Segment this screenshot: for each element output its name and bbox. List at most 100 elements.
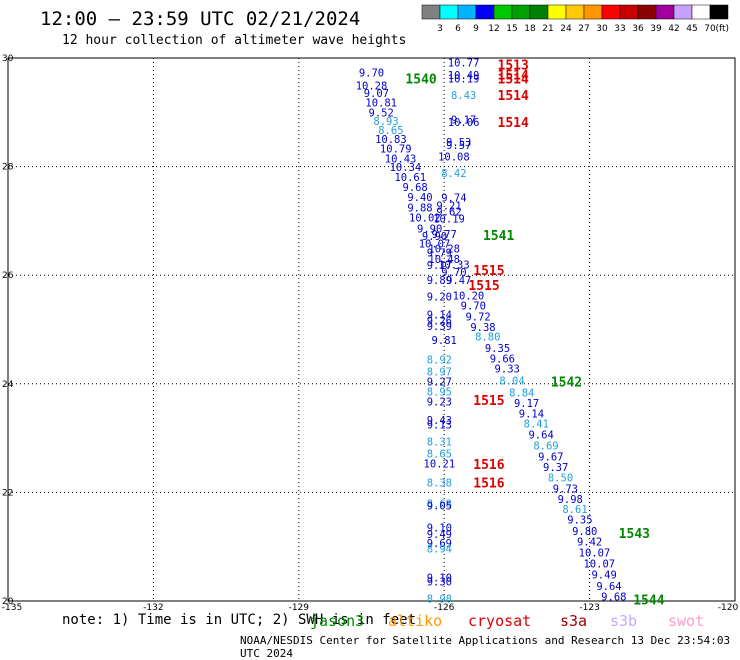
wave-height-value: 10.21 <box>424 459 456 471</box>
wave-height-value: 9.17 <box>451 114 476 126</box>
wave-height-value: 10.33 <box>438 259 470 271</box>
wave-height-value: 9.70 <box>359 68 384 80</box>
wave-height-value: 8.98 <box>427 593 452 605</box>
y-tick-label: 20 <box>2 597 14 607</box>
orbit-number: 1514 <box>498 73 529 88</box>
y-tick-label: 28 <box>2 163 14 173</box>
y-tick-label: 24 <box>2 380 14 390</box>
wave-height-value: 10.08 <box>438 151 470 163</box>
legend-tick: 21 <box>542 24 553 34</box>
mission-label-cryosat: cryosat <box>468 612 532 630</box>
legend-tick: 45 <box>686 24 697 34</box>
wave-height-value: 9.62 <box>436 207 461 219</box>
wave-height-value: 8.61 <box>562 504 587 516</box>
wave-height-value: 9.90 <box>417 224 442 236</box>
wave-height-value: 10.19 <box>448 74 480 86</box>
wave-height-value: 9.53 <box>446 137 471 149</box>
wave-height-value: 9.38 <box>470 322 495 334</box>
wave-height-value: 9.49 <box>427 529 452 541</box>
wave-height-value: 9.79 <box>427 247 452 259</box>
wave-height-value: 10.79 <box>380 144 412 156</box>
legend-tick: 27 <box>578 24 589 34</box>
x-tick-label: -123 <box>579 603 599 613</box>
orbit-number: 1516 <box>473 477 504 492</box>
wave-height-value: 8.42 <box>441 168 466 180</box>
wave-height-value: 9.21 <box>436 201 461 213</box>
wave-height-value: 9.67 <box>538 452 563 464</box>
wave-height-value: 9.23 <box>427 397 452 409</box>
wave-height-value: 9.72 <box>465 311 490 323</box>
wave-height-value: 8.68 <box>427 498 452 510</box>
wave-height-value: 9.35 <box>485 343 510 355</box>
x-tick-label: -126 <box>434 603 455 613</box>
wave-height-value: 9.14 <box>427 309 452 321</box>
orbit-number: 1542 <box>551 376 582 391</box>
legend-tick: 9 <box>473 24 479 34</box>
legend-tick: 70 <box>704 24 716 34</box>
x-tick-label: -129 <box>289 603 310 613</box>
wave-height-value: 9.17 <box>514 398 539 410</box>
wave-height-value: 9.35 <box>567 515 592 527</box>
wave-height-value: 9.70 <box>441 267 466 279</box>
orbit-number: 1515 <box>468 279 499 294</box>
wave-height-value: 9.13 <box>427 420 452 432</box>
wave-height-value: 9.43 <box>427 415 452 427</box>
y-tick-label: 22 <box>2 488 13 498</box>
mission-label-swot: swot <box>668 612 705 630</box>
legend-unit: (ft) <box>715 24 729 34</box>
legend-tick: 33 <box>614 24 625 34</box>
map-frame <box>7 57 736 602</box>
wave-height-value: 9.39 <box>427 321 452 333</box>
wave-height-value: 9.73 <box>553 484 578 496</box>
wave-height-value: 8.41 <box>524 418 549 430</box>
wave-height-value: 9.14 <box>519 409 544 421</box>
wave-height-value: 9.49 <box>591 569 616 581</box>
orbit-number: 1515 <box>473 394 504 409</box>
orbit-number: 1513 <box>498 59 529 74</box>
wave-height-value: 9.68 <box>402 182 427 194</box>
wave-height-value: 10.28 <box>428 244 460 256</box>
x-tick-label: -135 <box>2 603 22 613</box>
wave-height-value: 8.43 <box>451 90 476 102</box>
wave-height-value: 8.50 <box>548 473 573 485</box>
wave-height-value: 9.37 <box>543 462 568 474</box>
wave-height-value: 9.68 <box>601 592 626 604</box>
wave-height-value: 10.81 <box>365 98 397 110</box>
wave-height-value: 9.66 <box>490 353 515 365</box>
wave-height-value: 9.26 <box>427 315 452 327</box>
orbit-number: 1541 <box>483 229 514 244</box>
y-tick-label: 30 <box>2 54 14 64</box>
footer-credit: NOAA/NESDIS Center for Satellite Applica… <box>240 634 731 660</box>
wave-height-value: 8.38 <box>427 478 452 490</box>
wave-height-value: 10.06 <box>448 117 480 129</box>
wave-height-value: 8.80 <box>475 332 500 344</box>
wave-height-value: 9.30 <box>427 576 452 588</box>
mission-label-jason3: jason3 <box>310 612 365 630</box>
orbit-number: 1540 <box>405 73 436 88</box>
wave-height-value: 10.61 <box>394 172 426 184</box>
wave-height-value: 8.97 <box>427 366 452 378</box>
orbit-number: 1543 <box>619 527 650 542</box>
legend-tick: 36 <box>632 24 644 34</box>
wave-height-value: 9.88 <box>407 202 432 214</box>
legend-swatch <box>709 4 729 20</box>
wave-height-value: 9.17 <box>427 260 452 272</box>
wave-height-value: 9.90 <box>422 231 447 243</box>
wave-height-value: 9.74 <box>441 193 466 205</box>
wave-height-value: 9.10 <box>427 523 452 535</box>
mission-label-s3b: s3b <box>610 612 638 630</box>
wave-height-value: 9.10 <box>427 573 452 585</box>
wave-height-value: 10.07 <box>583 559 615 571</box>
wave-height-value: 9.98 <box>558 494 583 506</box>
wave-height-value: 9.47 <box>446 275 471 287</box>
wave-height-value: 8.65 <box>378 125 403 137</box>
wave-height-value: 10.19 <box>433 214 465 226</box>
legend-tick: 3 <box>437 24 443 34</box>
legend-tick: 42 <box>668 24 679 34</box>
map-title: 12:00 – 23:59 UTC 02/21/2024 <box>40 8 361 30</box>
wave-height-value: 8.69 <box>533 441 558 453</box>
wave-height-value: 9.64 <box>596 581 621 593</box>
legend-tick: 12 <box>488 24 499 34</box>
wave-height-value: 9.89 <box>427 275 452 287</box>
